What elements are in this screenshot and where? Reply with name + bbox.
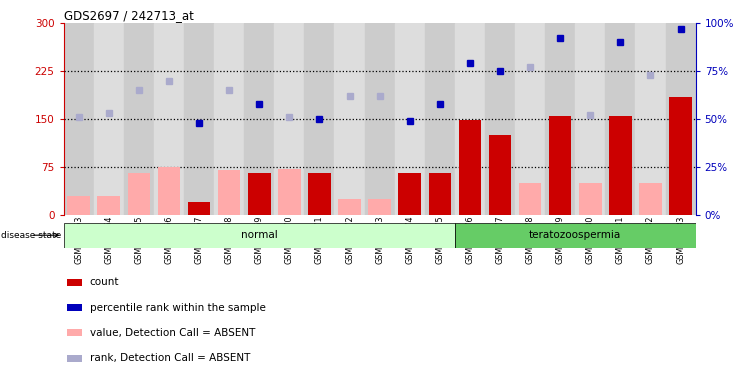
Text: disease state: disease state: [1, 231, 61, 240]
Bar: [545, 23, 575, 215]
Bar: [278, 169, 301, 215]
Bar: [67, 304, 82, 311]
Bar: [188, 202, 210, 215]
Bar: [154, 23, 184, 215]
Bar: [67, 196, 90, 215]
Bar: [399, 174, 421, 215]
Bar: [515, 23, 545, 215]
Bar: [429, 174, 451, 215]
Bar: [636, 23, 666, 215]
Bar: [459, 120, 481, 215]
Text: GDS2697 / 242713_at: GDS2697 / 242713_at: [64, 9, 194, 22]
Bar: [575, 23, 605, 215]
Bar: [666, 23, 696, 215]
Text: value, Detection Call = ABSENT: value, Detection Call = ABSENT: [90, 328, 255, 338]
Bar: [64, 223, 455, 248]
Bar: [94, 23, 123, 215]
Bar: [123, 23, 154, 215]
Bar: [368, 199, 391, 215]
Bar: [67, 329, 82, 336]
Bar: [669, 97, 692, 215]
Text: rank, Detection Call = ABSENT: rank, Detection Call = ABSENT: [90, 353, 250, 363]
Bar: [244, 23, 275, 215]
Bar: [64, 23, 94, 215]
Bar: [308, 174, 331, 215]
Bar: [605, 23, 636, 215]
Bar: [395, 23, 425, 215]
Bar: [455, 223, 696, 248]
Bar: [579, 183, 601, 215]
Bar: [184, 23, 214, 215]
Bar: [425, 23, 455, 215]
Bar: [218, 170, 240, 215]
Bar: [248, 174, 271, 215]
Bar: [67, 355, 82, 362]
Bar: [275, 23, 304, 215]
Bar: [128, 174, 150, 215]
Bar: [97, 196, 120, 215]
Bar: [304, 23, 334, 215]
Bar: [158, 167, 180, 215]
Bar: [334, 23, 364, 215]
Bar: [364, 23, 395, 215]
Bar: [214, 23, 244, 215]
Bar: [338, 199, 361, 215]
Bar: [640, 183, 662, 215]
Bar: [455, 23, 485, 215]
Bar: [519, 183, 542, 215]
Text: count: count: [90, 277, 119, 287]
Bar: [609, 116, 631, 215]
Bar: [485, 23, 515, 215]
Bar: [488, 135, 512, 215]
Text: teratozoospermia: teratozoospermia: [529, 230, 622, 240]
Bar: [549, 116, 571, 215]
Text: percentile rank within the sample: percentile rank within the sample: [90, 303, 266, 313]
Text: normal: normal: [241, 230, 278, 240]
Bar: [67, 279, 82, 286]
